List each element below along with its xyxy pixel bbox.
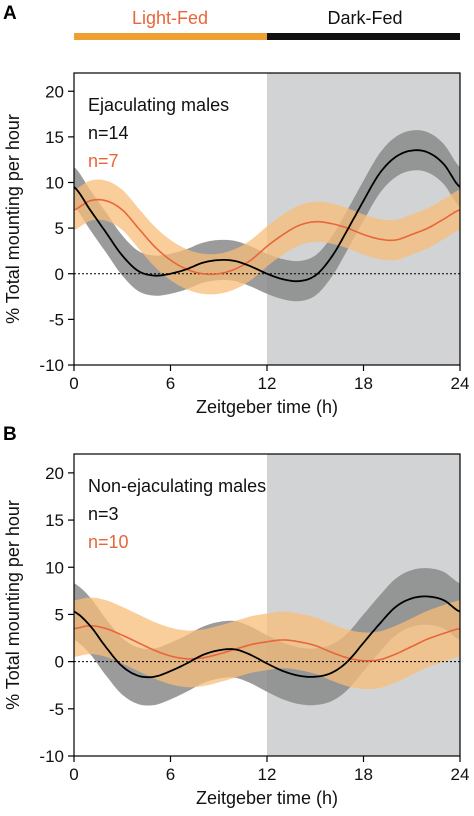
sem-band-orange — [74, 179, 460, 295]
legend-title: Non-ejaculating males — [88, 476, 266, 496]
series-line-orange — [73, 198, 461, 276]
series-line-orange — [73, 625, 461, 662]
feeding-header: Light-Fed Dark-Fed — [74, 8, 460, 40]
y-axis-label: % Total mounting per hour — [3, 114, 23, 324]
y-tick-label: 15 — [45, 128, 64, 147]
y-tick-label: 20 — [45, 82, 64, 101]
y-tick-label: 20 — [45, 464, 64, 483]
x-tick-label: 6 — [166, 765, 175, 784]
legend-entry-orange: n=7 — [88, 151, 119, 171]
x-tick-label: 18 — [354, 765, 373, 784]
y-tick-label: -10 — [39, 356, 64, 375]
x-tick-label: 24 — [451, 374, 470, 393]
x-axis-label: Zeitgeber time (h) — [196, 397, 338, 417]
light-fed-bar — [74, 33, 267, 40]
legend-entry-black: n=3 — [88, 504, 119, 524]
dark-fed-label: Dark-Fed — [327, 8, 402, 28]
x-tick-label: 0 — [69, 765, 78, 784]
y-tick-label: 15 — [45, 511, 64, 530]
x-tick-label: 0 — [69, 374, 78, 393]
x-tick-label: 6 — [166, 374, 175, 393]
series-line-black — [73, 595, 461, 679]
y-tick-label: -10 — [39, 747, 64, 766]
y-tick-label: 0 — [55, 265, 64, 284]
y-axis-label: % Total mounting per hour — [3, 500, 23, 710]
y-tick-label: 10 — [45, 174, 64, 193]
y-tick-label: 10 — [45, 558, 64, 577]
y-tick-label: 5 — [55, 219, 64, 238]
x-tick-label: 24 — [451, 765, 470, 784]
sem-band-orange — [74, 597, 460, 690]
x-tick-label: 12 — [258, 765, 277, 784]
legend-title: Ejaculating males — [88, 95, 229, 115]
x-tick-label: 12 — [258, 374, 277, 393]
x-axis-label: Zeitgeber time (h) — [196, 788, 338, 808]
y-tick-label: -5 — [49, 700, 64, 719]
y-tick-label: 5 — [55, 605, 64, 624]
light-fed-label: Light-Fed — [132, 8, 208, 28]
dark-fed-bar — [267, 33, 460, 40]
panel-a-letter: A — [3, 3, 17, 24]
panel-b: B -10 -5 0 5 10 15 20 0 6 12 18 24 Non-ejaculating … — [3, 424, 469, 808]
series-line-black — [73, 149, 461, 283]
y-tick-label: -5 — [49, 310, 64, 329]
panel-b-letter: B — [3, 424, 17, 445]
x-tick-label: 18 — [354, 374, 373, 393]
legend-entry-orange: n=10 — [88, 532, 129, 552]
y-tick-label: 0 — [55, 653, 64, 672]
panel-a: A -10 -5 0 5 10 15 20 0 6 12 18 24 Ejaculating male… — [3, 3, 469, 417]
legend-entry-black: n=14 — [88, 123, 129, 143]
